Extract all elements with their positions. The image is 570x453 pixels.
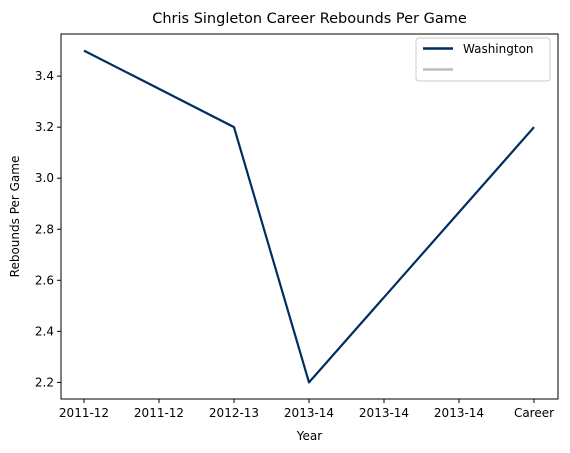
x-tick-label: 2011-12 (134, 406, 184, 420)
y-axis-label: Rebounds Per Game (8, 156, 22, 278)
x-tick-label: 2013-14 (284, 406, 334, 420)
y-tick-label: 2.4 (35, 324, 54, 338)
y-tick-label: 3.4 (35, 69, 54, 83)
y-tick-label: 3.2 (35, 120, 54, 134)
x-tick-label: 2013-14 (359, 406, 409, 420)
series-line-washington (83, 49, 535, 384)
plot-area-frame (60, 33, 559, 400)
x-tick-label: 2012-13 (209, 406, 259, 420)
y-tick-label: 3.0 (35, 171, 54, 185)
y-tick-label: 2.8 (35, 222, 54, 236)
legend: Washington (415, 37, 551, 82)
legend-label-washington: Washington (463, 42, 534, 56)
x-tick-label: 2011-12 (59, 406, 109, 420)
y-tick-label: 2.2 (35, 375, 54, 389)
x-tick-label: 2013-14 (434, 406, 484, 420)
x-tick-label: Career (514, 406, 554, 420)
y-tick-label: 2.6 (35, 273, 54, 287)
x-axis-label: Year (296, 429, 322, 443)
chart-title: Chris Singleton Career Rebounds Per Game (152, 11, 467, 27)
